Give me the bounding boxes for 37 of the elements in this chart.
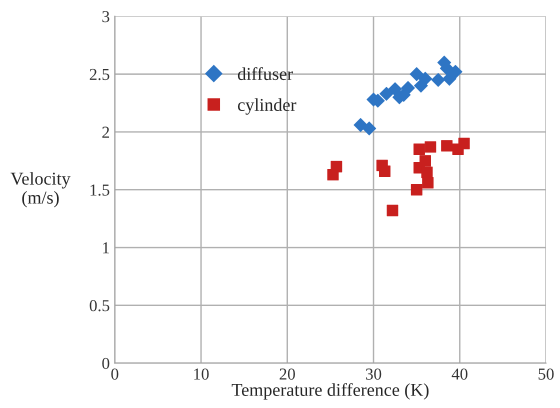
point bbox=[354, 118, 368, 132]
y-tick-label: 1.5 bbox=[90, 184, 110, 196]
x-tick-label: 50 bbox=[538, 368, 554, 380]
point bbox=[401, 81, 415, 95]
x-tick-label: 30 bbox=[366, 368, 382, 380]
point bbox=[380, 86, 394, 101]
legend-label: cylinder bbox=[238, 98, 296, 115]
point bbox=[458, 138, 470, 150]
y-tick-label: 3 bbox=[102, 11, 110, 22]
point bbox=[420, 155, 431, 167]
point bbox=[422, 177, 434, 189]
x-tick-label: 0 bbox=[111, 368, 118, 380]
point bbox=[424, 141, 436, 153]
point bbox=[388, 82, 402, 96]
x-axis-title: Temperature difference (K) bbox=[232, 383, 429, 400]
point bbox=[386, 204, 398, 216]
point bbox=[410, 184, 422, 196]
point bbox=[330, 160, 342, 172]
legend-label: diffuser bbox=[238, 67, 293, 80]
point bbox=[442, 72, 456, 86]
x-tick-label: 10 bbox=[194, 368, 209, 380]
point bbox=[448, 64, 462, 79]
y-tick-label: 2 bbox=[102, 126, 110, 138]
x-tick-label: 20 bbox=[280, 368, 295, 380]
point bbox=[410, 67, 424, 82]
point bbox=[362, 122, 376, 136]
y-tick-label: 1 bbox=[103, 242, 109, 254]
point bbox=[379, 165, 390, 177]
y-tick-label: 0.5 bbox=[90, 300, 110, 312]
y-tick-label: 0 bbox=[102, 358, 110, 370]
point bbox=[418, 72, 432, 86]
y-axis-title: Velocity (m/s) bbox=[10, 172, 71, 208]
point bbox=[441, 140, 453, 152]
y-tick-label: 2.5 bbox=[90, 68, 110, 80]
point bbox=[431, 72, 446, 87]
point bbox=[414, 144, 425, 155]
x-tick-label: 40 bbox=[452, 368, 468, 380]
